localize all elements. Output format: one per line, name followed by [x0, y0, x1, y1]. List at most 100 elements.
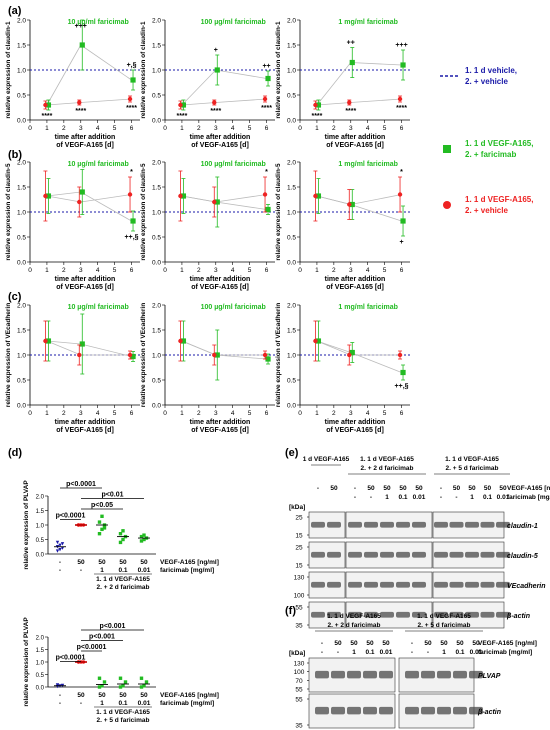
blot-e-vegf-value: 50: [468, 485, 476, 492]
x-axis-label: time after addition: [325, 419, 386, 426]
blot-e-kda-marker: 15: [295, 533, 303, 540]
y-axis-label: relative expression of VEcadherin: [140, 303, 147, 407]
faricimab-point: [180, 338, 187, 344]
x-tick-label: 4: [366, 267, 370, 274]
significance-mark: ****: [75, 108, 86, 115]
x-tick-label: 6: [130, 267, 134, 274]
faricimab-point: [100, 684, 104, 688]
vegf-dose-label: 50: [119, 559, 127, 566]
y-tick-label: 1.5: [17, 185, 26, 192]
vegf-point: [313, 338, 318, 344]
vegf-dose-label: 50: [77, 559, 85, 566]
faricimab-point: [121, 537, 125, 542]
x-tick-label: 3: [214, 410, 218, 417]
significance-mark: *: [400, 169, 403, 176]
x-tick-label: 4: [231, 410, 235, 417]
blot-e-band: [311, 521, 325, 528]
x-tick-label: 5: [248, 267, 252, 274]
y-tick-label: 2.0: [17, 18, 26, 25]
blot-f-band: [347, 670, 361, 679]
x-tick-label: 0: [298, 125, 302, 132]
blot-f-faricimab-value: 0.01: [470, 649, 483, 656]
blot-f-kda-marker: 55: [295, 687, 303, 694]
blot-f-band: [469, 670, 483, 679]
blot-f-faricimab-value: 1: [442, 649, 446, 656]
vegf-point: [77, 352, 82, 358]
blot-f-band: [405, 706, 419, 715]
blot-f-kda-marker: 35: [295, 723, 303, 730]
y-tick-label: 0.0: [287, 403, 296, 410]
blot-e-band: [412, 521, 426, 528]
x-tick-label: 5: [113, 125, 117, 132]
blot-e-band: [412, 611, 426, 618]
x-axis-label: time after addition: [55, 276, 116, 283]
faricimab-dose-label: 0.01: [138, 567, 151, 574]
faricimab-point: [142, 684, 146, 688]
x-tick-label: 6: [130, 410, 134, 417]
blot-e-vegf-value: 50: [415, 485, 423, 492]
vegf-dose-label: 50: [77, 692, 85, 699]
x-tick-label: 3: [79, 410, 83, 417]
blot-e-vegf-value: 50: [330, 485, 338, 492]
blot-f-kda-label: [kDa]: [289, 650, 305, 657]
blot-e-band: [311, 611, 325, 618]
significance-mark: *: [265, 169, 268, 176]
x-tick-label: 2: [332, 125, 336, 132]
blot-e-kda-marker: 35: [295, 623, 303, 630]
vegf-point: [313, 193, 318, 199]
panel-label: (f): [285, 605, 296, 617]
y-tick-label: 1.5: [152, 328, 161, 335]
blot-e-band: [380, 611, 394, 618]
faricimab-point: [349, 349, 355, 356]
y-tick-label: 2.0: [17, 303, 26, 310]
faricimab-point: [100, 527, 104, 532]
blot-f-vegf-value: 50: [440, 640, 448, 647]
legend-vegf-text: 2. + vehicle: [465, 206, 508, 215]
blot-e-band: [311, 551, 325, 558]
panel-label: (c): [8, 291, 22, 303]
blot-f-band: [331, 706, 345, 715]
blot-e-band: [412, 551, 426, 558]
y-tick-label: 1.0: [152, 68, 161, 75]
chart-title: 1 mg/ml faricimab: [338, 304, 398, 311]
vegf-dose-label: -: [59, 692, 61, 699]
faricimab-point: [118, 685, 123, 689]
faricimab-dose-label: 1: [100, 567, 104, 574]
blot-f-kda-marker: 130: [294, 661, 305, 668]
x-tick-label: 2: [197, 267, 201, 274]
vegf-point: [178, 193, 183, 199]
blot-e-band: [496, 551, 510, 558]
y-tick-label: 0.0: [17, 260, 26, 267]
blot-f-vegf-value: 50: [456, 640, 464, 647]
blot-f-group-title: 1. 1 d VEGF-A165: [417, 613, 471, 620]
faricimab-dose-label: 1: [100, 700, 104, 707]
blot-e-band: [348, 611, 362, 618]
blot-f-faricimab-value: -: [427, 649, 429, 656]
blot-f-kda-marker: 100: [294, 669, 305, 676]
y-tick-label: 1.5: [152, 185, 161, 192]
chart-title: 1 mg/ml faricimab: [338, 161, 398, 168]
blot-f-protein-label: PLVAP: [478, 673, 501, 680]
vehicle-point: [58, 543, 62, 547]
blot-e-faricimab-value: 1: [385, 494, 389, 501]
blot-e-band: [396, 611, 410, 618]
significance-mark: ****: [41, 113, 52, 120]
x-tick-label: 2: [62, 267, 66, 274]
faricimab-point: [118, 676, 123, 680]
x-tick-label: 6: [265, 410, 269, 417]
y-tick-label: 0.0: [17, 403, 26, 410]
comparison-label: p<0.0001: [56, 655, 86, 662]
vegf-point: [77, 100, 82, 105]
faricimab-point: [97, 520, 102, 524]
y-tick-label: 1.0: [36, 661, 45, 667]
blot-f-kda-marker: 55: [295, 697, 303, 704]
vegf-point: [262, 96, 268, 102]
blot-e-faricimab-value: -: [370, 494, 372, 501]
y-tick-label: 1.0: [152, 210, 161, 217]
blot-f-band: [469, 706, 483, 715]
series-connector: [316, 194, 402, 205]
chart-title: 100 µg/ml faricimab: [201, 304, 266, 311]
blot-e-band: [496, 581, 510, 588]
vehicle-point: [58, 547, 62, 552]
x-tick-label: 2: [197, 410, 201, 417]
